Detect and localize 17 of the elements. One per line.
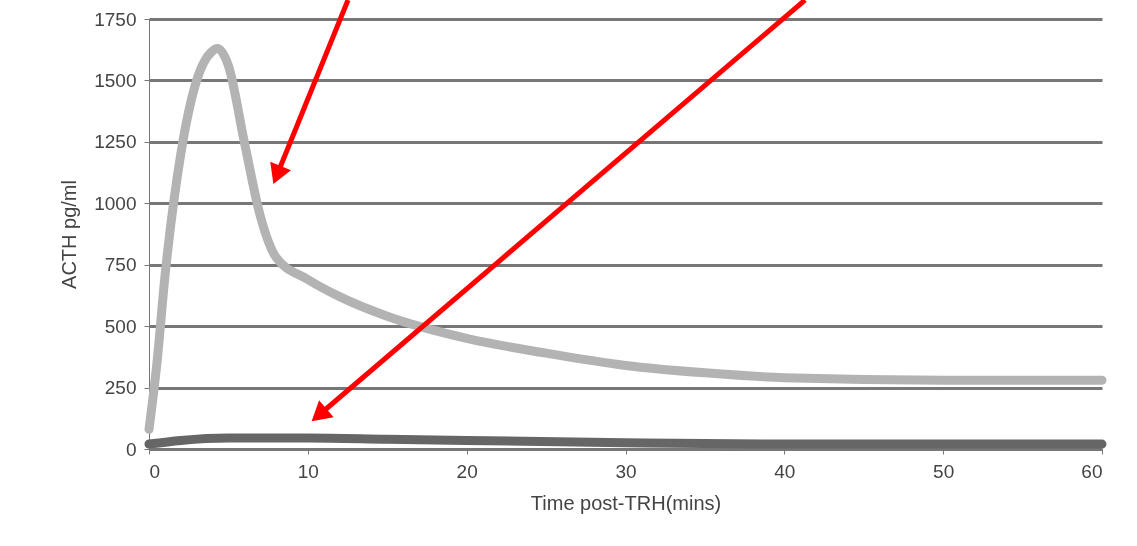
x-tick-label: 20 bbox=[456, 460, 478, 482]
x-tick-label: 50 bbox=[933, 460, 955, 482]
y-tick-label: 1750 bbox=[94, 8, 137, 30]
y-tick-label: 1500 bbox=[94, 69, 137, 91]
x-tick-label: 40 bbox=[774, 460, 796, 482]
x-axis-title: Time post-TRH(mins) bbox=[530, 491, 722, 514]
y-tick-label: 250 bbox=[104, 377, 137, 399]
y-axis-title: ACTH pg/ml bbox=[58, 180, 81, 289]
x-tick-label: 60 bbox=[1081, 460, 1103, 482]
x-tick-label: 0 bbox=[149, 460, 161, 482]
x-tick-label: 30 bbox=[615, 460, 637, 482]
y-tick-label: 1250 bbox=[94, 131, 137, 153]
y-tick-label: 500 bbox=[104, 315, 137, 337]
y-tick-label: 0 bbox=[125, 438, 137, 460]
y-tick-label: 750 bbox=[104, 254, 137, 276]
y-tick-label: 1000 bbox=[94, 192, 137, 214]
x-tick-label: 10 bbox=[297, 460, 319, 482]
